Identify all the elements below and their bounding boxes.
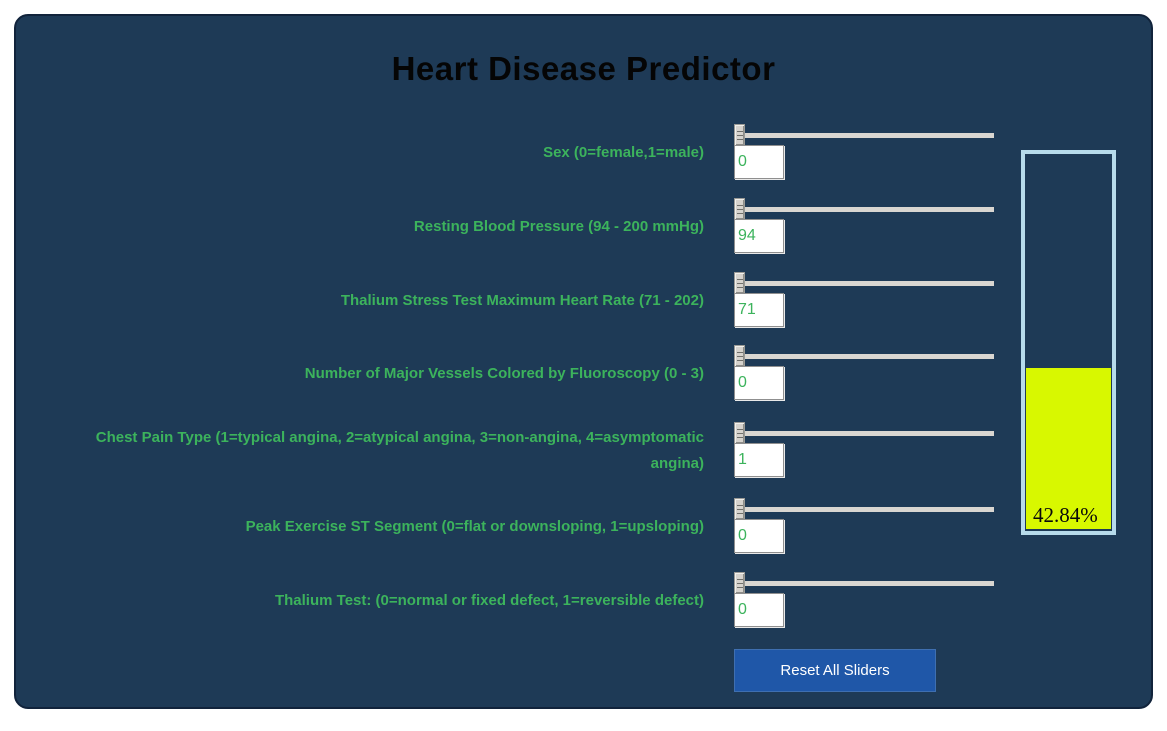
resting-blood-pressure-value-input[interactable] — [734, 219, 784, 253]
slider-row-max-heart-rate: Thalium Stress Test Maximum Heart Rate (… — [16, 272, 1155, 328]
page-title: Heart Disease Predictor — [391, 50, 776, 87]
grip-icon — [736, 504, 743, 514]
slider-label: Thalium Test: (0=normal or fixed defect,… — [274, 592, 704, 609]
slider-track[interactable] — [734, 133, 994, 138]
reset-button-label: Reset All Sliders — [780, 662, 890, 679]
slider-label: Thalium Stress Test Maximum Heart Rate (… — [340, 292, 704, 309]
slider-track[interactable] — [734, 581, 994, 586]
slider-track[interactable] — [734, 354, 994, 359]
sex-value-input[interactable] — [734, 145, 784, 179]
thalium-test-value-input[interactable] — [734, 593, 784, 627]
sex-slider[interactable] — [734, 124, 994, 146]
gauge-fill: 42.84% — [1026, 367, 1111, 529]
slider-handle[interactable] — [734, 124, 745, 146]
slider-handle[interactable] — [734, 198, 745, 220]
slider-label: Number of Major Vessels Colored by Fluor… — [304, 365, 704, 382]
grip-icon — [736, 278, 743, 288]
max-heart-rate-value-input[interactable] — [734, 293, 784, 327]
resting-blood-pressure-slider[interactable] — [734, 198, 994, 220]
major-vessels-slider[interactable] — [734, 345, 994, 367]
app-window: Heart Disease Predictor Sex (0=female,1=… — [14, 14, 1153, 709]
slider-row-thalium-test: Thalium Test: (0=normal or fixed defect,… — [16, 572, 1155, 628]
grip-icon — [736, 578, 743, 588]
chest-pain-type-value-input[interactable] — [734, 443, 784, 477]
slider-track[interactable] — [734, 207, 994, 212]
slider-handle[interactable] — [734, 572, 745, 594]
slider-row-st-segment: Peak Exercise ST Segment (0=flat or down… — [16, 498, 1155, 554]
slider-label: Peak Exercise ST Segment (0=flat or down… — [245, 518, 704, 535]
slider-track[interactable] — [734, 507, 994, 512]
prediction-gauge: 42.84% — [1021, 150, 1116, 535]
gauge-percent-label: 42.84% — [1033, 503, 1098, 527]
grip-icon — [736, 428, 743, 438]
grip-icon — [736, 351, 743, 361]
slider-row-resting-blood-pressure: Resting Blood Pressure (94 - 200 mmHg) — [16, 198, 1155, 254]
slider-row-sex: Sex (0=female,1=male) — [16, 124, 1155, 180]
slider-track[interactable] — [734, 431, 994, 436]
slider-handle[interactable] — [734, 422, 745, 444]
max-heart-rate-slider[interactable] — [734, 272, 994, 294]
chest-pain-type-slider[interactable] — [734, 422, 994, 444]
grip-icon — [736, 204, 743, 214]
reset-all-sliders-button[interactable]: Reset All Sliders — [734, 649, 936, 692]
slider-handle[interactable] — [734, 345, 745, 367]
slider-label: Sex (0=female,1=male) — [543, 144, 704, 161]
slider-row-major-vessels: Number of Major Vessels Colored by Fluor… — [16, 345, 1155, 401]
slider-label: Resting Blood Pressure (94 - 200 mmHg) — [413, 218, 704, 235]
slider-track[interactable] — [734, 281, 994, 286]
slider-handle[interactable] — [734, 272, 745, 294]
thalium-test-slider[interactable] — [734, 572, 994, 594]
st-segment-slider[interactable] — [734, 498, 994, 520]
slider-label: Chest Pain Type (1=typical angina, 2=aty… — [95, 429, 704, 472]
st-segment-value-input[interactable] — [734, 519, 784, 553]
grip-icon — [736, 130, 743, 140]
major-vessels-value-input[interactable] — [734, 366, 784, 400]
slider-row-chest-pain-type: Chest Pain Type (1=typical angina, 2=aty… — [16, 422, 1155, 478]
slider-handle[interactable] — [734, 498, 745, 520]
